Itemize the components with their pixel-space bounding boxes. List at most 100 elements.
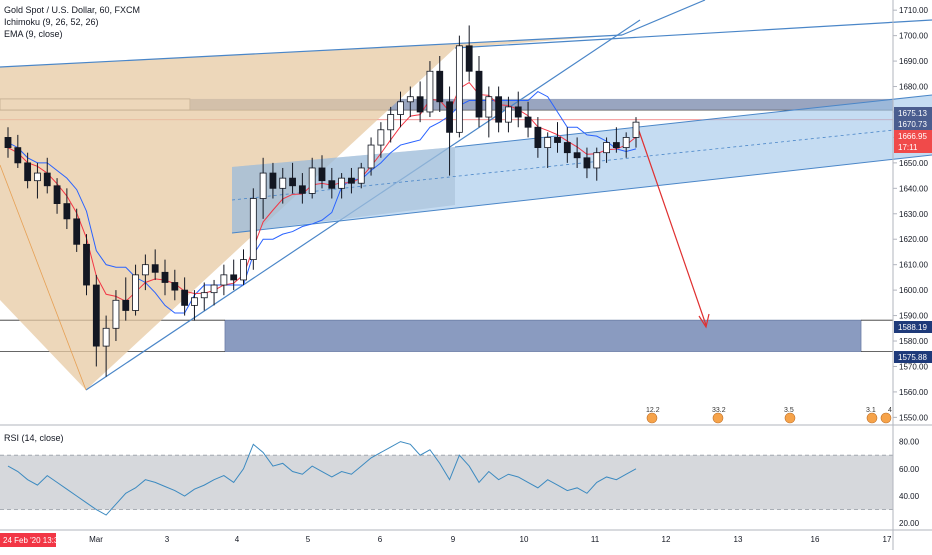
ichimoku-line — [7, 91, 637, 314]
trend-extension — [621, 0, 706, 36]
candle — [171, 269, 179, 301]
event-label: 12.2 — [646, 407, 660, 414]
candle — [612, 127, 620, 153]
candle-body — [603, 142, 610, 154]
event-flag-icon — [646, 412, 658, 424]
candle — [269, 162, 277, 199]
candle-body — [357, 167, 365, 184]
candle-body — [622, 137, 630, 149]
price-tick-label: 1620.00 — [899, 235, 928, 244]
candle-body — [593, 152, 601, 169]
candle-body — [455, 45, 463, 133]
wedge-left-edge — [0, 164, 87, 391]
candle-body — [191, 297, 198, 306]
candle-body — [495, 96, 503, 123]
candle-body — [34, 172, 41, 182]
rsi-line — [7, 441, 637, 516]
indicator-ichimoku[interactable]: Ichimoku (9, 26, 52, 26) — [4, 17, 99, 27]
candle — [446, 86, 453, 176]
candle-body — [249, 198, 257, 260]
upper-trend — [454, 19, 932, 49]
candle — [338, 173, 346, 199]
candle — [426, 61, 434, 118]
candle — [4, 127, 12, 158]
indicator-ema[interactable]: EMA (9, close) — [4, 29, 63, 39]
candle-body — [563, 142, 571, 154]
candle-body — [426, 70, 434, 113]
symbol-title[interactable]: Gold Spot / U.S. Dollar, 60, FXCM — [4, 5, 141, 15]
price-tick-label: 1580.00 — [899, 337, 928, 346]
time-tick-label: 13 — [734, 535, 743, 544]
candle — [249, 188, 257, 270]
candle — [397, 91, 404, 128]
candle — [357, 162, 365, 189]
price-tick-label: 1710.00 — [899, 6, 928, 15]
wedge-fill — [0, 35, 622, 390]
candle-body — [269, 172, 277, 189]
price-badge-bg — [894, 141, 932, 153]
candle — [554, 122, 561, 153]
time-tick-label: 17 — [883, 535, 892, 544]
candle-body — [102, 327, 110, 347]
candle-body — [112, 299, 120, 329]
candle-body — [210, 284, 218, 294]
candle-body — [416, 96, 424, 113]
price-badge-text: 1670.73 — [898, 120, 927, 129]
candle — [593, 147, 601, 181]
candle-body — [279, 177, 287, 189]
time-tick-label: 9 — [451, 535, 456, 544]
price-tick-label: 1570.00 — [899, 362, 928, 371]
candle-body — [73, 218, 81, 245]
price-tick-label: 1590.00 — [899, 312, 928, 321]
candle — [622, 132, 630, 158]
event-label: 33.2 — [712, 407, 726, 414]
candle — [210, 279, 218, 306]
candle — [308, 157, 316, 199]
time-tick-label: 4 — [235, 535, 240, 544]
candle — [348, 167, 355, 194]
candle — [83, 234, 90, 296]
price-badge-text: 1588.19 — [898, 323, 927, 332]
candle-body — [328, 180, 336, 189]
time-tick-label: 11 — [591, 535, 600, 544]
candle-body — [485, 96, 493, 118]
event-flag-icon — [712, 412, 724, 424]
candle — [328, 167, 336, 199]
candle — [573, 137, 581, 168]
price-badge-text: 1575.88 — [898, 353, 927, 362]
candle-body — [554, 137, 561, 143]
candle — [43, 157, 51, 194]
candle — [112, 290, 120, 342]
candle — [318, 155, 326, 189]
candle — [161, 259, 169, 296]
candle — [14, 134, 22, 168]
candle-body — [524, 116, 532, 128]
event-marker: 12.2 — [646, 407, 660, 424]
candle-body — [367, 144, 375, 169]
candle — [465, 25, 473, 82]
candle — [514, 91, 522, 128]
candle — [416, 81, 424, 123]
candle-body — [92, 284, 100, 347]
event-flag-icon — [880, 412, 892, 424]
wedge-top-line — [0, 34, 623, 68]
candle — [73, 208, 81, 252]
event-marker: 3.5 — [784, 407, 796, 424]
price-badge-bg — [894, 118, 932, 130]
candle — [524, 101, 532, 138]
price-badge-bg — [894, 351, 932, 363]
candle-body — [141, 264, 149, 276]
candle — [141, 254, 149, 291]
candle-body — [475, 70, 483, 118]
rsi-label[interactable]: RSI (14, close) — [4, 433, 64, 443]
price-tick-label: 1610.00 — [899, 261, 928, 270]
candle — [505, 96, 512, 133]
time-tick-label: Mar — [89, 535, 103, 544]
candle — [181, 277, 189, 316]
candle-body — [348, 177, 355, 184]
rsi-legend: RSI (14, close) — [4, 432, 64, 444]
price-tick-label: 1560.00 — [899, 388, 928, 397]
candle-body — [14, 147, 22, 164]
